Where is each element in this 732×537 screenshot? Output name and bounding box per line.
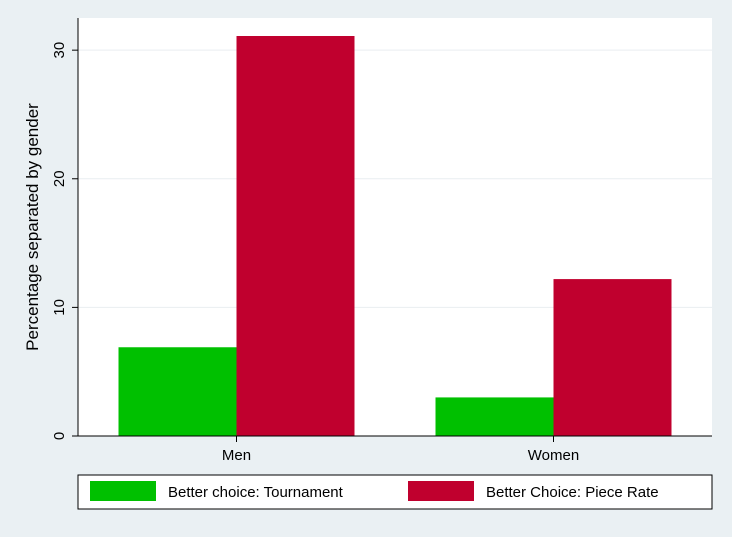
y-tick-label: 10 — [51, 299, 68, 316]
y-tick-label: 30 — [51, 42, 68, 59]
axes: 0 10 20 30 Men Women — [51, 18, 712, 464]
bar — [236, 36, 355, 436]
bar — [553, 279, 672, 436]
bar — [118, 347, 237, 436]
bar — [435, 397, 554, 436]
legend-swatch — [408, 481, 474, 501]
y-tick-label: 0 — [51, 432, 68, 440]
legend-swatch — [90, 481, 156, 501]
bars — [118, 36, 672, 436]
legend-label: Better Choice: Piece Rate — [486, 484, 659, 501]
legend-label: Better choice: Tournament — [168, 484, 344, 501]
y-tick-label: 20 — [51, 170, 68, 187]
y-axis-label: Percentage separated by gender — [23, 103, 42, 351]
x-tick-label: Women — [528, 447, 579, 464]
legend-box — [77, 474, 713, 510]
x-tick-label: Men — [222, 447, 251, 464]
legend: Better choice: Tournament Better Choice: … — [77, 474, 713, 510]
